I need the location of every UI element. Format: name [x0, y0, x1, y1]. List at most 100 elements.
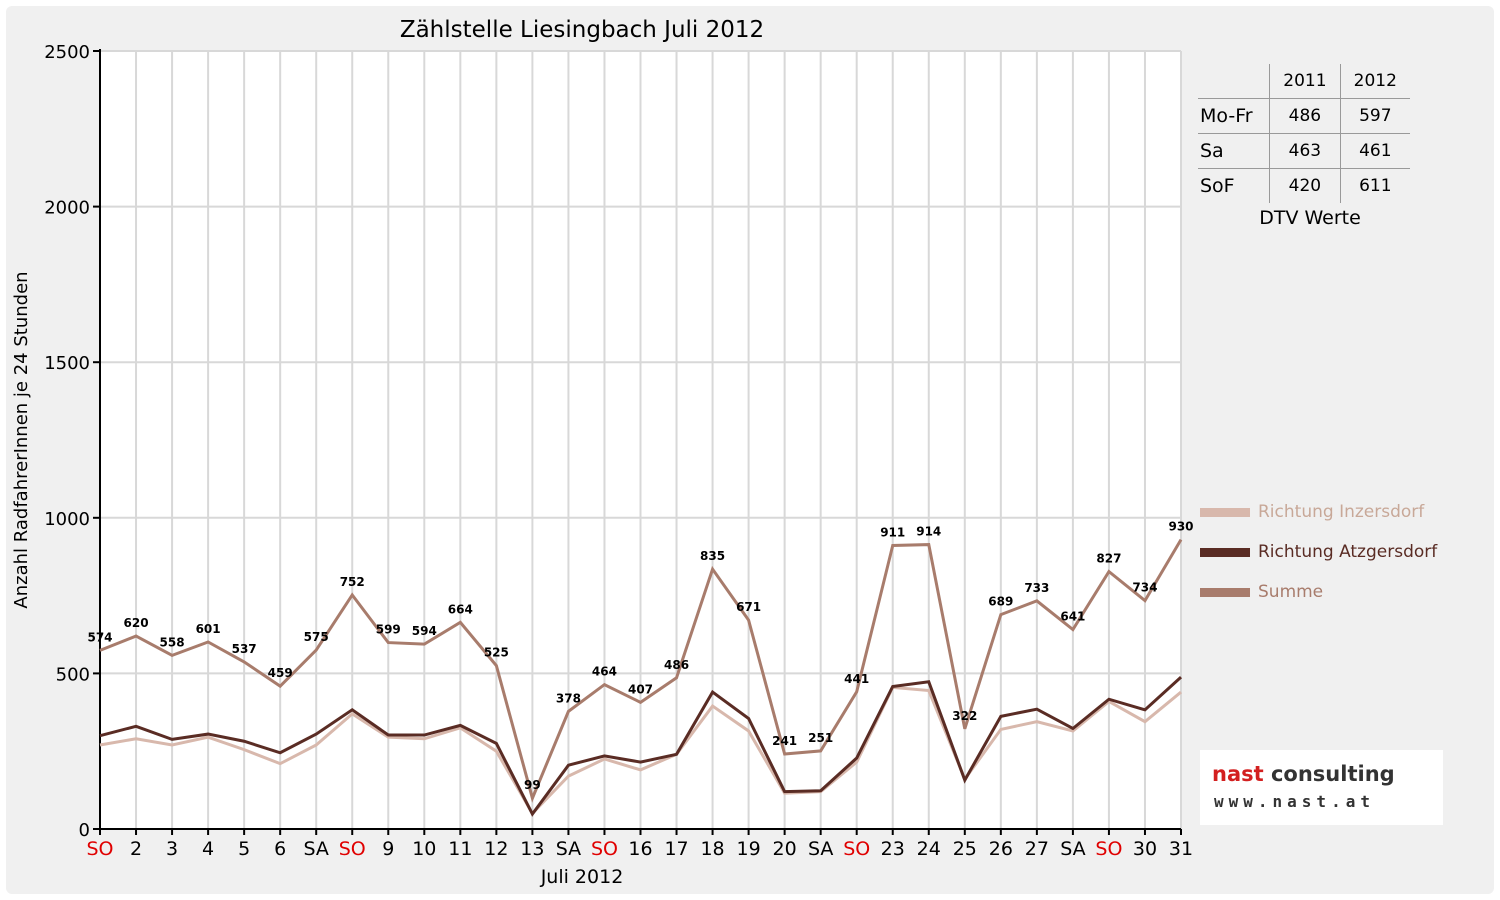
data-label: 378 [556, 691, 581, 705]
x-tick-label: 24 [917, 838, 941, 860]
legend-item: Richtung Inzersdorf [1200, 492, 1437, 532]
data-label: 99 [524, 778, 541, 792]
data-label: 734 [1132, 581, 1157, 595]
dtv-cell: 486 [1269, 98, 1341, 134]
x-tick-label: SA [1060, 838, 1085, 860]
x-tick-label: 11 [448, 838, 472, 860]
data-label: 827 [1096, 552, 1121, 566]
data-label: 464 [592, 665, 617, 679]
x-tick-label: SO [339, 838, 366, 860]
data-label: 575 [304, 630, 329, 644]
dtv-row-label: Sa [1198, 133, 1271, 169]
dtv-row-label: Mo-Fr [1198, 98, 1271, 134]
chart-legend: Richtung Inzersdorf Richtung Atzgersdorf… [1200, 492, 1437, 612]
x-tick-label: 12 [484, 838, 508, 860]
x-tick-label: SA [303, 838, 328, 860]
x-tick-label: 27 [1025, 838, 1049, 860]
x-tick-label: 30 [1133, 838, 1157, 860]
dtv-row-label: SoF [1198, 168, 1271, 203]
y-tick-label: 1500 [44, 353, 90, 374]
dtv-table: 2011 2012 Mo-Fr 486 597 Sa 463 461 SoF 4… [1198, 64, 1412, 229]
x-tick-label: SO [843, 838, 870, 860]
y-tick-label: 0 [79, 820, 90, 841]
x-tick-label: SA [556, 838, 581, 860]
dtv-cell: 463 [1269, 133, 1341, 169]
x-tick-label: SO [591, 838, 618, 860]
data-label: 752 [340, 575, 365, 589]
series-line [99, 538, 1183, 803]
x-tick-label: SO [1095, 838, 1122, 860]
data-label: 664 [448, 602, 473, 616]
x-tick-label: 19 [737, 838, 761, 860]
x-tick-label: 2 [130, 838, 142, 860]
dtv-cell: 611 [1340, 168, 1410, 203]
legend-swatch [1200, 587, 1250, 597]
y-tick-label: 2500 [44, 42, 90, 63]
dtv-cell: 420 [1269, 168, 1341, 203]
data-label: 558 [160, 635, 185, 649]
data-label: 459 [268, 666, 293, 680]
x-tick-label: 6 [274, 838, 286, 860]
legend-item: Richtung Atzgersdorf [1200, 532, 1437, 572]
data-label: 641 [1060, 610, 1085, 624]
legend-label: Richtung Atzgersdorf [1258, 542, 1438, 562]
x-tick-label: 10 [412, 838, 436, 860]
x-tick-label: 18 [700, 838, 724, 860]
x-tick-label: 3 [166, 838, 178, 860]
x-tick-label: 31 [1169, 838, 1193, 860]
x-tick-label: 23 [881, 838, 905, 860]
x-tick-label: 25 [953, 838, 977, 860]
chart-title: Zählstelle Liesingbach Juli 2012 [400, 17, 764, 43]
data-label: 930 [1168, 520, 1193, 534]
data-label: 441 [844, 672, 869, 686]
x-tick-label: 4 [202, 838, 214, 860]
x-tick-label: 16 [628, 838, 652, 860]
data-label: 733 [1024, 581, 1049, 595]
x-tick-label: SA [808, 838, 833, 860]
data-label: 914 [916, 525, 941, 539]
data-label: 620 [124, 616, 149, 630]
data-label: 689 [988, 595, 1013, 609]
data-label: 322 [952, 709, 977, 723]
data-label: 601 [196, 622, 221, 636]
data-label: 537 [232, 642, 257, 656]
y-tick-label: 2000 [44, 198, 90, 219]
dtv-cell: 461 [1340, 133, 1410, 169]
y-tick-label: 500 [56, 664, 90, 685]
series-line [99, 676, 1183, 817]
x-tick-label: SO [86, 838, 113, 860]
logo-url: www.nast.at [1214, 792, 1375, 811]
legend-label: Richtung Inzersdorf [1258, 502, 1425, 522]
legend-swatch [1200, 507, 1250, 517]
data-label: 835 [700, 549, 725, 563]
data-label: 911 [880, 525, 905, 539]
x-axis-label: Juli 2012 [540, 866, 624, 888]
data-label: 525 [484, 646, 509, 660]
logo-name: nast consulting [1212, 762, 1395, 786]
data-label: 407 [628, 682, 653, 696]
data-label: 594 [412, 624, 437, 638]
dtv-year-2012: 2012 [1353, 71, 1397, 91]
data-label: 241 [772, 734, 797, 748]
series-line [99, 685, 1182, 816]
y-axis-label: Anzahl RadfahrerInnen je 24 Stunden [11, 271, 32, 608]
x-tick-label: 13 [520, 838, 544, 860]
x-tick-label: 26 [989, 838, 1013, 860]
data-label: 486 [664, 658, 689, 672]
dtv-cell: 597 [1340, 98, 1410, 134]
legend-swatch [1200, 547, 1250, 557]
dtv-caption: DTV Werte [1259, 207, 1361, 229]
data-label: 671 [736, 600, 761, 614]
data-label: 251 [808, 731, 833, 745]
x-tick-label: 20 [773, 838, 797, 860]
dtv-year-2011: 2011 [1269, 64, 1341, 99]
company-logo: nast consulting www.nast.at [1200, 750, 1443, 825]
y-tick-label: 1000 [44, 509, 90, 530]
x-tick-label: 9 [382, 838, 394, 860]
legend-label: Summe [1258, 582, 1324, 602]
legend-item: Summe [1200, 572, 1437, 612]
x-tick-label: 17 [664, 838, 688, 860]
data-label: 574 [87, 630, 112, 644]
x-tick-label: 5 [238, 838, 250, 860]
